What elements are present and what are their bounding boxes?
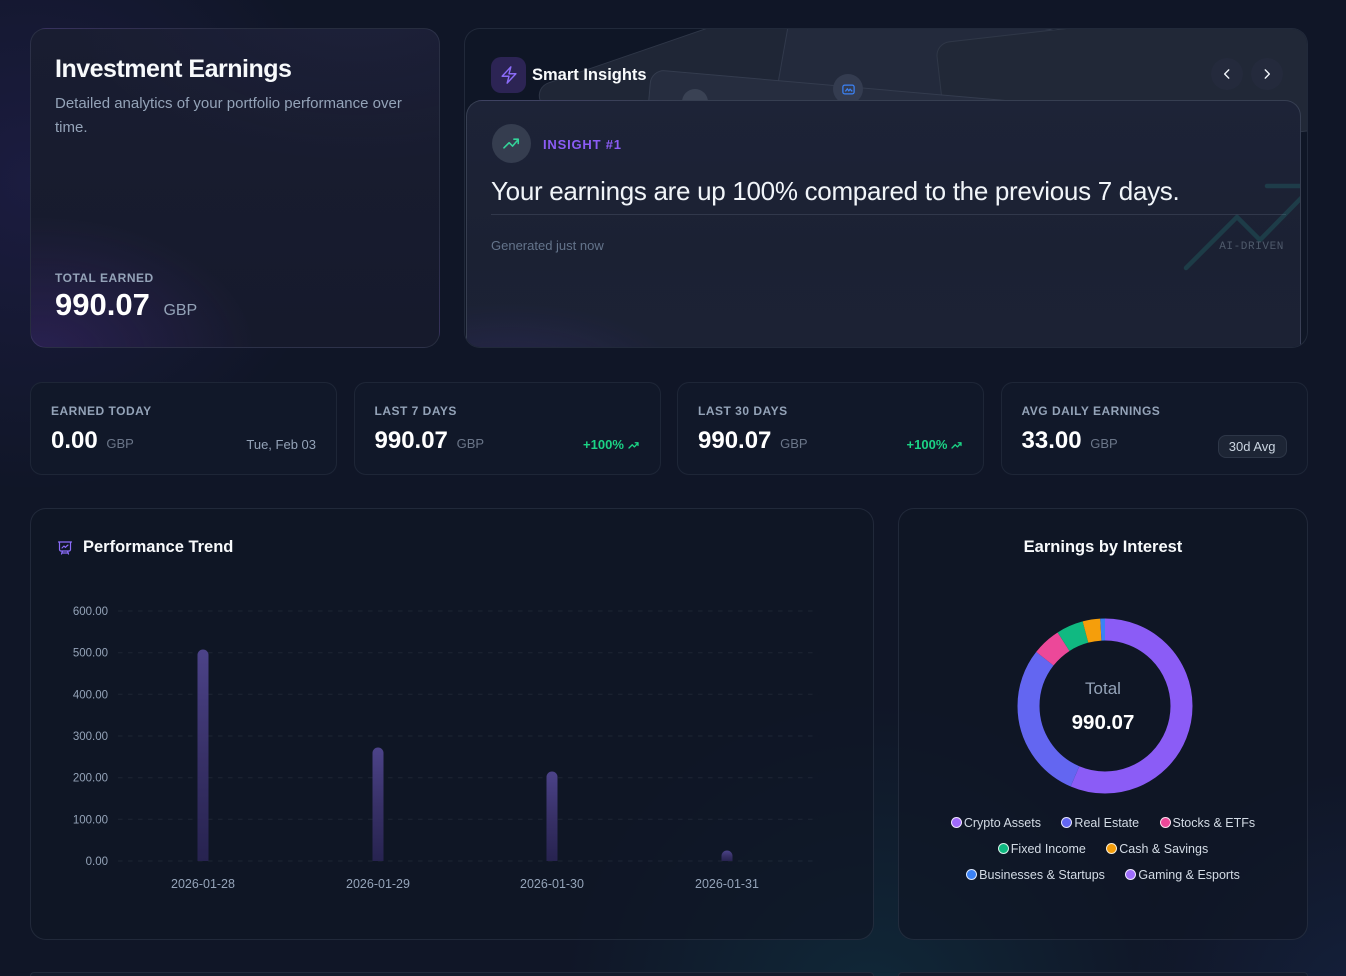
- svg-text:400.00: 400.00: [73, 689, 108, 701]
- svg-text:200.00: 200.00: [73, 773, 108, 785]
- svg-text:300.00: 300.00: [73, 731, 108, 743]
- svg-text:2026-01-28: 2026-01-28: [171, 877, 235, 891]
- svg-text:600.00: 600.00: [73, 606, 108, 618]
- svg-text:2026-01-30: 2026-01-30: [520, 877, 584, 891]
- svg-text:2026-01-29: 2026-01-29: [346, 877, 410, 891]
- svg-text:2026-01-31: 2026-01-31: [695, 877, 759, 891]
- svg-text:100.00: 100.00: [73, 814, 108, 826]
- svg-text:500.00: 500.00: [73, 648, 108, 660]
- svg-text:0.00: 0.00: [86, 856, 108, 868]
